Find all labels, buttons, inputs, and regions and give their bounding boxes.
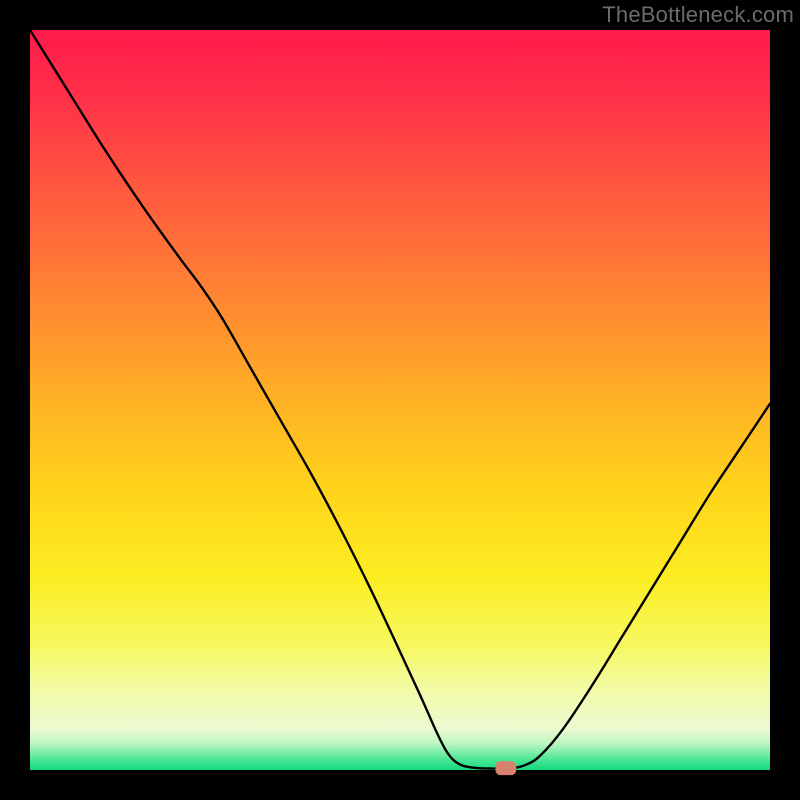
plot-gradient-background xyxy=(30,30,770,770)
optimal-point-marker xyxy=(495,761,516,775)
watermark-text: TheBottleneck.com xyxy=(602,2,794,28)
chart-root: TheBottleneck.com xyxy=(0,0,800,800)
chart-svg xyxy=(0,0,800,800)
